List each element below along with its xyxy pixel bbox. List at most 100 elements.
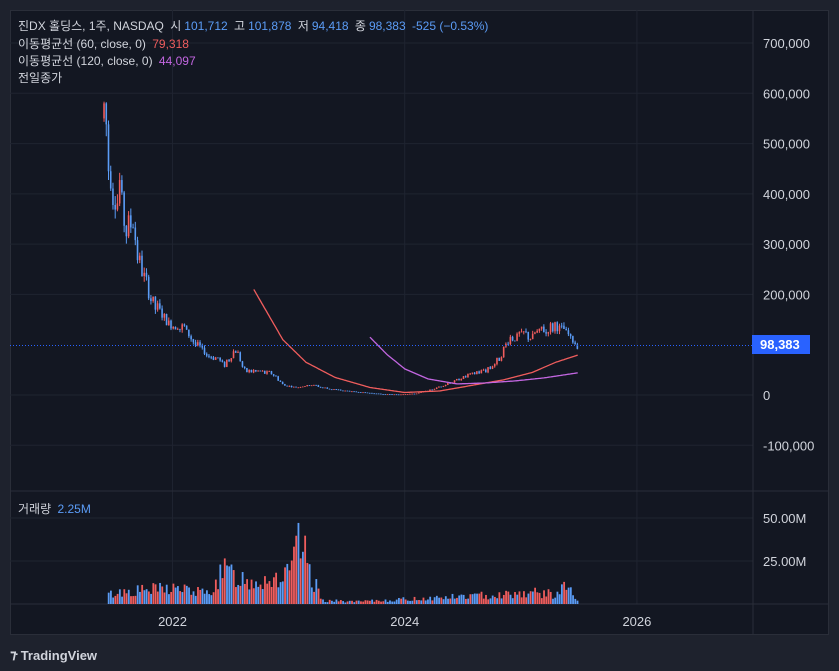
volume-bar: [192, 591, 195, 604]
volume-bar: [400, 598, 403, 604]
volume-bar: [188, 587, 190, 604]
volume-bar: [554, 597, 557, 604]
candle-body: [473, 372, 476, 375]
candle-body: [333, 389, 335, 391]
candle-body: [261, 370, 264, 372]
volume-bar: [569, 587, 572, 604]
volume-bar: [458, 595, 461, 604]
volume-bar: [197, 587, 199, 604]
volume-bar: [402, 597, 405, 604]
candle-body: [520, 331, 523, 333]
volume-bar: [319, 598, 322, 604]
candle-body: [384, 394, 387, 395]
candle-body: [223, 361, 226, 367]
volume-bar: [277, 587, 280, 604]
volume-bar: [159, 582, 161, 604]
volume-bar: [288, 570, 291, 604]
volume-bar: [371, 599, 374, 604]
candle-body: [165, 313, 168, 326]
candle-body: [538, 328, 541, 331]
candle-body: [161, 308, 163, 318]
volume-bar: [299, 558, 302, 604]
candle-body: [134, 227, 137, 241]
candle-body: [460, 378, 463, 381]
candle-body: [185, 325, 188, 330]
volume-bar: [420, 600, 423, 604]
volume-bar: [536, 592, 539, 604]
candle-body: [344, 390, 346, 392]
volume-bar: [357, 600, 360, 604]
candle-body: [543, 326, 545, 333]
last-price-tag: 98,383: [752, 335, 810, 354]
close-label: 종: [354, 19, 366, 33]
volume-legend[interactable]: 거래량 2.25M: [18, 501, 94, 517]
candle-body: [485, 369, 487, 373]
volume-bar: [462, 594, 465, 604]
volume-bar: [442, 599, 445, 604]
candle-body: [375, 393, 378, 395]
volume-bar: [221, 578, 224, 604]
ma60-legend[interactable]: 이동평균선 (60, close, 0) 79,318: [18, 36, 192, 52]
candle-body: [498, 357, 501, 361]
volume-bar: [324, 602, 327, 604]
volume-bar: [313, 591, 315, 604]
footer[interactable]: ⁊ᐧ TradingView: [10, 645, 97, 665]
candle-body: [145, 272, 148, 277]
volume-bar: [275, 572, 278, 604]
volume-bar: [315, 579, 318, 604]
volume-bar: [507, 591, 510, 604]
volume-bar: [141, 584, 144, 604]
price-tick-label: 400,000: [763, 187, 810, 202]
candle-body: [324, 387, 326, 389]
volume-bar: [183, 584, 186, 604]
volume-bar: [150, 593, 152, 604]
volume-bar: [270, 586, 273, 604]
volume-bar: [268, 581, 271, 604]
candle-body: [326, 387, 329, 389]
candle-body: [297, 387, 300, 389]
candle-body: [554, 322, 556, 332]
volume-bar: [246, 579, 248, 604]
candle-body: [339, 389, 342, 391]
candle-body: [121, 180, 123, 193]
candle-body: [413, 393, 416, 395]
candle-body: [527, 331, 530, 340]
candle-body: [464, 376, 467, 378]
volume-bar: [156, 591, 159, 604]
volume-bar: [496, 598, 499, 604]
prev-close-legend[interactable]: 전일종가: [18, 70, 65, 86]
candle-body: [123, 192, 125, 226]
candle-body: [382, 394, 384, 395]
volume-bar: [453, 598, 456, 604]
volume-bar: [362, 601, 365, 604]
volume-bar: [456, 597, 458, 604]
volume-bar: [406, 600, 409, 604]
volume-bar: [431, 600, 434, 604]
volume-bar: [333, 601, 336, 604]
candle-body: [522, 331, 525, 333]
volume-bar: [199, 589, 202, 604]
volume-bar: [572, 595, 574, 604]
volume-bar: [435, 595, 438, 604]
candle-body: [114, 204, 116, 210]
volume-bar: [558, 594, 561, 604]
candle-body: [313, 384, 315, 386]
candle-body: [255, 370, 257, 372]
candle-body: [576, 344, 579, 349]
candle-body: [127, 215, 130, 237]
candle-body: [156, 303, 159, 310]
volume-bar: [145, 589, 148, 604]
candle-body: [342, 390, 344, 392]
candle-body: [181, 324, 183, 330]
ma120-legend[interactable]: 이동평균선 (120, close, 0) 44,097: [18, 53, 199, 69]
candle-body: [444, 384, 447, 386]
volume-bar: [284, 567, 286, 604]
candle-body: [547, 332, 550, 334]
candle-body: [230, 358, 233, 362]
volume-bar: [114, 595, 117, 604]
volume-bar: [489, 598, 492, 604]
volume-bar: [540, 598, 543, 604]
candle-body: [304, 386, 306, 388]
candle-body: [163, 313, 166, 318]
